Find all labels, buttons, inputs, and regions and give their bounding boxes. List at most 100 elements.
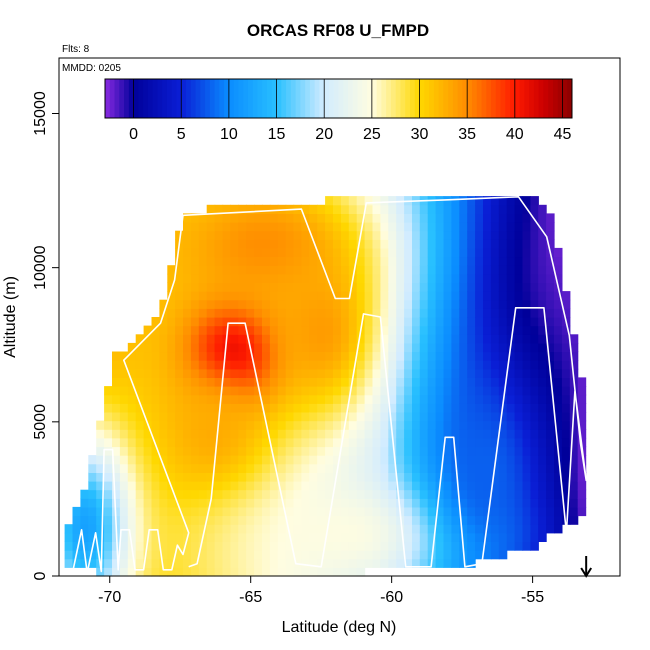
heatmap-cell (183, 239, 192, 249)
heatmap-cell (127, 506, 137, 517)
heatmap-cell (435, 282, 445, 292)
heatmap-cell (167, 386, 176, 396)
heatmap-cell (214, 222, 224, 232)
heatmap-cell (246, 222, 255, 232)
heatmap-cell (538, 515, 547, 525)
heatmap-cell (309, 386, 318, 396)
heatmap-cell (325, 446, 334, 456)
heatmap-cell (443, 455, 452, 465)
heatmap-cell (561, 463, 571, 473)
heatmap-cell (404, 498, 413, 508)
heatmap-cell (222, 308, 231, 318)
heatmap-cell (435, 377, 445, 387)
heatmap-cell (435, 550, 445, 560)
heatmap-cell (483, 317, 492, 327)
heatmap-cell (404, 317, 413, 327)
heatmap-cell (404, 299, 413, 309)
heatmap-cell (198, 455, 208, 465)
heatmap-cell (561, 334, 571, 344)
heatmap-cell (238, 204, 247, 214)
heatmap-cell (538, 282, 547, 292)
heatmap-cell (285, 291, 295, 301)
heatmap-cell (175, 532, 184, 542)
heatmap-cell (127, 403, 137, 413)
heatmap-cell (167, 325, 176, 335)
heatmap-cell (277, 213, 287, 223)
heatmap-cell (577, 420, 587, 430)
heatmap-cell (254, 351, 263, 361)
heatmap-cell (443, 256, 452, 266)
colorbar-segment (224, 79, 230, 118)
heatmap-cell (483, 351, 492, 361)
heatmap-cell (569, 334, 579, 344)
heatmap-cell (522, 360, 531, 370)
heatmap-cell (498, 334, 508, 344)
heatmap-cell (427, 342, 437, 353)
heatmap-cell (167, 541, 176, 551)
heatmap-cell (175, 317, 184, 327)
heatmap-cell (135, 489, 145, 499)
heatmap-cell (325, 204, 334, 214)
heatmap-cell (435, 541, 445, 551)
heatmap-cell (514, 463, 524, 473)
heatmap-cell (506, 377, 516, 387)
heatmap-cell (159, 342, 168, 353)
heatmap-cell (554, 351, 563, 361)
heatmap-cell (238, 498, 247, 508)
colorbar-segment (157, 79, 163, 118)
heatmap-cell (246, 256, 255, 266)
heatmap-cell (364, 239, 374, 249)
heatmap-cell (514, 342, 524, 353)
heatmap-cell (364, 317, 374, 327)
heatmap-cell (554, 265, 563, 275)
heatmap-cell (254, 386, 263, 396)
heatmap-cell (246, 412, 255, 422)
heatmap-cell (498, 265, 508, 275)
heatmap-cell (333, 481, 342, 491)
heatmap-cell (96, 541, 105, 551)
heatmap-cell (309, 550, 318, 560)
heatmap-cell (435, 308, 445, 318)
heatmap-cell (364, 247, 374, 258)
heatmap-cell (262, 515, 271, 525)
heatmap-cell (183, 541, 192, 551)
heatmap-cell (262, 446, 271, 456)
heatmap-cell (435, 273, 445, 283)
heatmap-cell (372, 420, 381, 430)
heatmap-cell (490, 532, 500, 542)
heatmap-cell (459, 239, 468, 249)
heatmap-cell (490, 196, 500, 206)
heatmap-cell (554, 273, 563, 283)
heatmap-cell (119, 368, 129, 378)
heatmap-cell (112, 455, 121, 465)
heatmap-cell (419, 239, 429, 249)
heatmap-cell (522, 463, 531, 473)
x-tick-label: -55 (521, 589, 544, 606)
colorbar-segment (114, 79, 120, 118)
heatmap-cell (293, 550, 302, 560)
heatmap-cell (404, 463, 413, 473)
heatmap-cell (262, 299, 271, 309)
heatmap-cell (198, 368, 208, 378)
heatmap-cell (506, 308, 516, 318)
heatmap-cell (538, 437, 547, 448)
heatmap-cell (569, 489, 579, 499)
heatmap-cell (388, 403, 397, 413)
heatmap-cell (112, 498, 121, 508)
heatmap-cell (396, 247, 405, 258)
heatmap-cell (340, 412, 350, 422)
heatmap-cell (293, 247, 302, 258)
heatmap-cell (514, 282, 524, 292)
heatmap-cell (459, 351, 468, 361)
heatmap-cell (538, 429, 547, 439)
heatmap-cell (538, 481, 547, 491)
heatmap-cell (64, 558, 74, 568)
heatmap-cell (127, 394, 137, 404)
heatmap-cell (309, 463, 318, 473)
heatmap-cell (269, 446, 279, 456)
heatmap-cell (143, 351, 153, 361)
colorbar-tick-label: 20 (315, 126, 333, 143)
colorbar-segment (195, 79, 201, 118)
heatmap-cell (277, 472, 287, 482)
heatmap-cell (230, 282, 239, 292)
